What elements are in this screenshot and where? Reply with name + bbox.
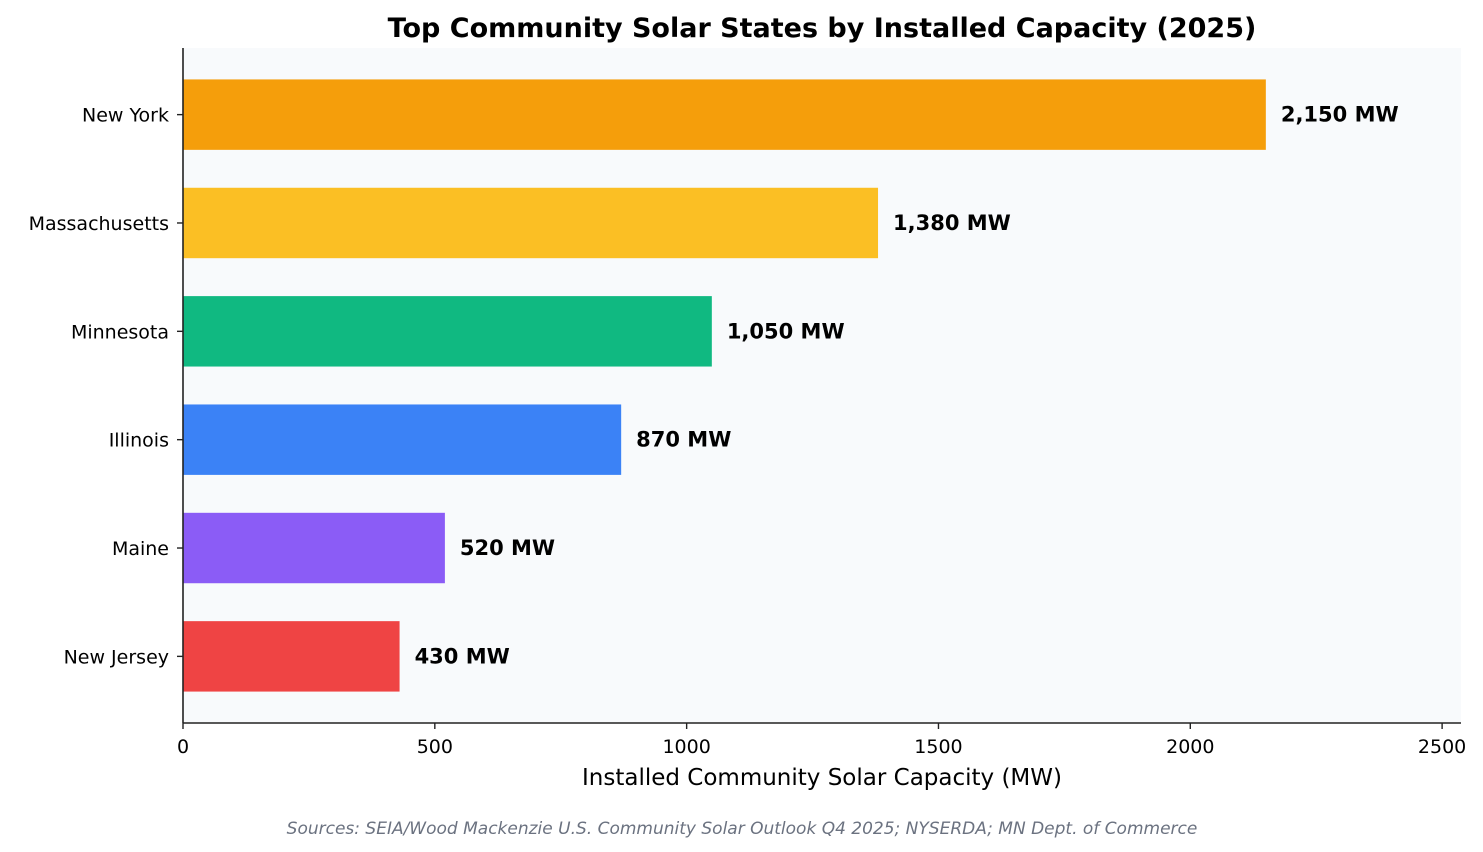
bar-maine (183, 512, 445, 584)
y-tick-label: Minnesota (71, 321, 169, 343)
x-tick-label: 1000 (662, 736, 710, 758)
source-note: Sources: SEIA/Wood Mackenzie U.S. Commun… (287, 819, 1198, 839)
data-label: 870 MW (636, 428, 731, 452)
bar-illinois (183, 404, 622, 475)
data-label: 520 MW (460, 536, 555, 560)
x-axis-label: Installed Community Solar Capacity (MW) (582, 765, 1062, 791)
bar-new-jersey (183, 621, 400, 692)
data-label: 430 MW (415, 644, 510, 668)
y-tick-label: Illinois (109, 430, 169, 452)
bar-minnesota (183, 296, 712, 367)
y-tick-label: Massachusetts (29, 213, 169, 235)
x-tick-label: 500 (417, 736, 453, 758)
x-tick-label: 2500 (1418, 736, 1466, 758)
y-tick-label: New York (82, 105, 169, 127)
data-label: 1,050 MW (727, 319, 845, 343)
x-tick-label: 0 (177, 736, 189, 758)
x-tick-label: 1500 (914, 736, 962, 758)
y-tick-label: New Jersey (64, 646, 169, 668)
bar-new-york (183, 79, 1266, 150)
data-label: 1,380 MW (893, 211, 1011, 235)
plot-area (183, 48, 1461, 723)
x-tick-label: 2000 (1166, 736, 1214, 758)
chart-title: Top Community Solar States by Installed … (388, 13, 1257, 44)
bar-massachusetts (183, 187, 879, 259)
data-label: 2,150 MW (1281, 103, 1399, 127)
y-tick-label: Maine (112, 538, 169, 560)
